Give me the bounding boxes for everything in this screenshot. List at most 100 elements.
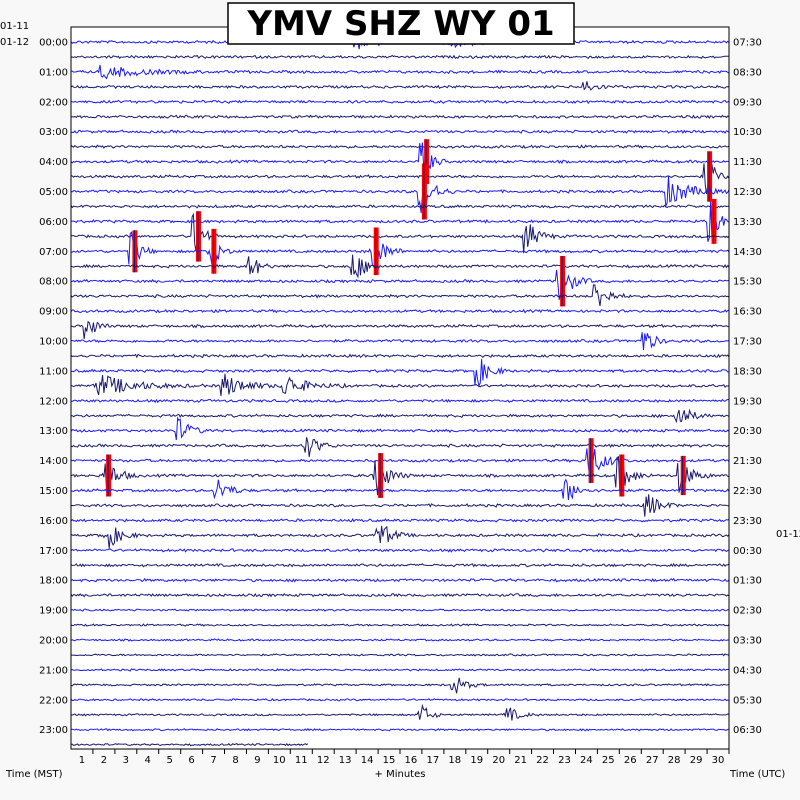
x-tick-label: 30 [712,755,725,766]
trace-row-39 [70,623,730,627]
left-hour-label: 16:00 [39,516,68,527]
left-hour-label: 12:00 [39,396,68,407]
left-hour-label: 06:00 [39,217,68,228]
clipped-event-core-13-0 [197,211,199,262]
trace-row-25 [70,408,730,424]
left-hour-label: 17:00 [39,546,68,557]
trace-row-27 [70,437,730,458]
trace-row-36 [70,577,730,583]
trace-row-8 [70,142,730,177]
trace-row-37 [70,592,730,598]
left-start-date: 01-11 [0,21,29,32]
x-tick-label: 1 [79,755,85,766]
x-tick-label: 9 [254,755,260,766]
x-tick-label: 8 [232,755,238,766]
right-hour-label: 17:30 [733,337,762,348]
trace-row-32 [70,517,730,523]
x-tick-label: 28 [668,755,681,766]
left-hour-label: 20:00 [39,636,68,647]
trace-row-1 [70,54,730,60]
left-hour-label: 10:00 [39,337,68,348]
clipped-event-core-9-0 [708,151,710,202]
x-tick-label: 29 [690,755,703,766]
trace-row-13 [71,212,730,254]
left-hour-label: 05:00 [39,187,68,198]
right-hour-label: 06:30 [733,725,762,736]
trace-row-26 [70,416,730,441]
trace-row-14 [71,231,730,271]
x-tick-label: 22 [536,755,549,766]
left-hour-label: 18:00 [39,576,68,587]
right-hour-label: 08:30 [733,67,762,78]
trace-row-30 [70,478,730,501]
right-axis-label: Time (UTC) [729,769,785,780]
x-tick-label: 16 [405,755,418,766]
left-hour-label: 00:00 [39,38,68,49]
trace-row-2 [70,64,730,80]
x-tick-label: 13 [339,755,352,766]
x-tick-label: 3 [123,755,129,766]
right-hour-label: 07:30 [733,38,762,49]
trace-row-5 [70,114,730,120]
x-tick-label: 2 [101,755,107,766]
x-axis-label: + Minutes [375,769,426,780]
right-hour-label: 10:30 [733,127,762,138]
trace-row-23 [70,373,730,397]
left-hour-label: 04:00 [39,157,68,168]
trace-row-44 [70,697,730,702]
trace-row-7 [70,144,730,149]
right-day-date: 01-12 [776,529,800,540]
clipped-event-core-29-1 [379,453,381,498]
trace-row-38 [70,608,730,612]
trace-row-9 [70,163,730,195]
x-tick-label: 26 [624,755,637,766]
trace-row-18 [70,308,730,314]
x-tick-label: 25 [602,755,615,766]
left-day-date: 01-12 [0,37,29,48]
x-tick-label: 21 [514,755,527,766]
right-hour-label: 11:30 [733,157,762,168]
chart-title: YMV SHZ WY 01 [246,4,554,44]
right-hour-label: 22:30 [733,486,762,497]
x-tick-label: 19 [470,755,483,766]
clipped-event-core-16-0 [561,256,563,307]
trace-row-46 [70,727,730,732]
trace-row-31 [70,494,730,517]
trace-row-20 [70,332,730,351]
right-hour-label: 03:30 [733,636,762,647]
left-axis-label: Time (MST) [5,769,63,780]
left-hour-label: 22:00 [39,695,68,706]
x-tick-label: 7 [210,755,216,766]
x-tick-label: 12 [317,755,330,766]
x-tick-label: 27 [646,755,659,766]
left-hour-label: 14:00 [39,456,68,467]
clipped-event-core-29-3 [682,455,684,496]
clipped-event-core-29-2 [620,454,622,497]
trace-row-24 [70,398,730,404]
trace-row-15 [70,254,730,279]
clipped-event-core-14-0 [133,230,135,273]
clipped-event-core-10-0 [423,163,425,220]
x-tick-label: 23 [558,755,571,766]
x-tick-label: 20 [492,755,505,766]
left-hour-labels: 00:00 01:00 02:00 03:00 04:00 05:00 06:00 07:00… [39,38,68,737]
trace-row-45 [70,703,730,721]
clipped-event-core-29-0 [107,454,109,497]
trace-row-47 [70,742,309,747]
right-hour-label: 13:30 [733,217,762,228]
trace-row-41 [70,653,730,657]
left-hour-label: 03:00 [39,127,68,138]
right-hour-label: 16:30 [733,307,762,318]
trace-row-35 [70,562,730,568]
right-hour-label: 04:30 [733,665,762,676]
clipped-event-core-12-0 [713,199,714,244]
left-hour-label: 09:00 [39,307,68,318]
x-tick-label: 24 [580,755,593,766]
right-hour-label: 19:30 [733,396,762,407]
x-tick-label: 6 [188,755,194,766]
trace-row-10 [70,175,730,214]
right-hour-label: 20:30 [733,426,762,437]
x-tick-label: 5 [167,755,173,766]
right-hour-label: 09:30 [733,97,762,108]
